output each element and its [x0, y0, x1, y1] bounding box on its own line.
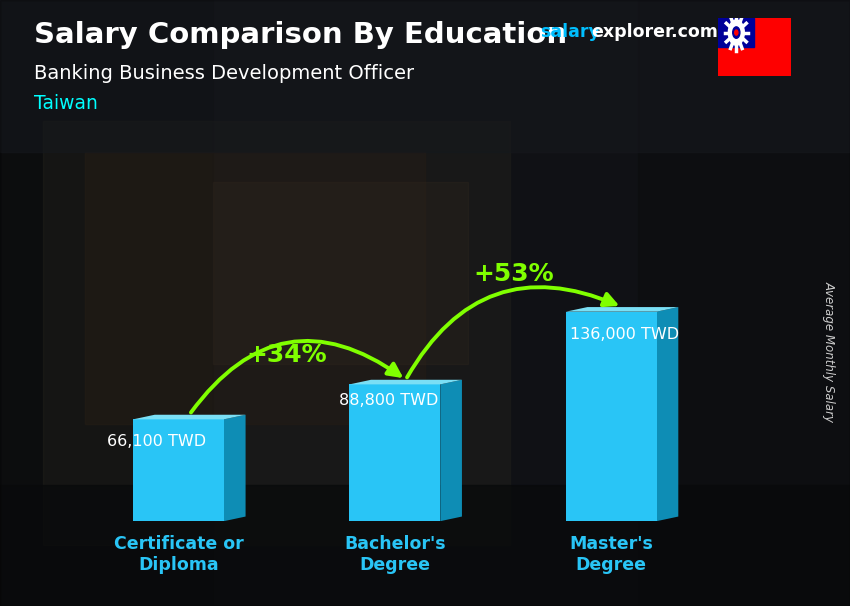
FancyArrowPatch shape: [407, 287, 615, 378]
Polygon shape: [133, 415, 246, 419]
Bar: [212, 182, 468, 364]
Circle shape: [734, 30, 738, 35]
Bar: [349, 384, 440, 521]
Polygon shape: [440, 380, 462, 521]
Text: 136,000 TWD: 136,000 TWD: [570, 327, 679, 342]
Bar: [638, 0, 850, 606]
Text: Taiwan: Taiwan: [34, 94, 98, 113]
Text: +53%: +53%: [473, 262, 554, 285]
FancyArrowPatch shape: [191, 341, 400, 413]
Polygon shape: [349, 380, 462, 384]
Text: +34%: +34%: [246, 344, 327, 367]
Polygon shape: [224, 415, 246, 521]
Text: Average Monthly Salary: Average Monthly Salary: [822, 281, 836, 422]
Text: explorer.com: explorer.com: [591, 23, 717, 41]
Text: 66,100 TWD: 66,100 TWD: [107, 435, 207, 449]
Bar: [0, 0, 850, 152]
Circle shape: [728, 20, 745, 45]
Bar: [42, 121, 510, 545]
Polygon shape: [657, 307, 678, 521]
Text: Salary Comparison By Education: Salary Comparison By Education: [34, 21, 567, 49]
Text: 88,800 TWD: 88,800 TWD: [338, 393, 438, 408]
Circle shape: [733, 27, 740, 38]
Bar: [0, 485, 850, 606]
Bar: [133, 419, 224, 521]
Text: Banking Business Development Officer: Banking Business Development Officer: [34, 64, 414, 82]
Bar: [85, 152, 425, 424]
Bar: [566, 311, 657, 521]
Bar: [718, 18, 755, 47]
Text: salary: salary: [540, 23, 599, 41]
Polygon shape: [566, 307, 678, 311]
Bar: [0, 0, 212, 606]
